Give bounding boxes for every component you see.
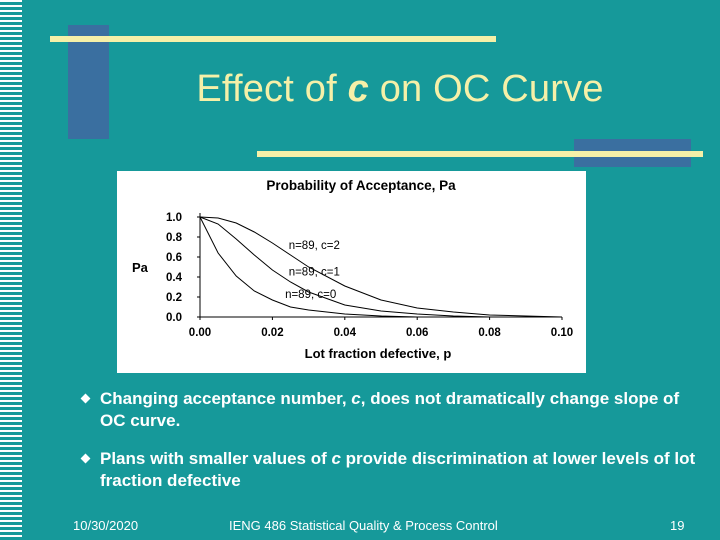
bullet-list: Changing acceptance number, c, does not …: [78, 388, 708, 508]
footer-page-number: 19: [670, 518, 685, 533]
x-axis-label: Lot fraction defective, p: [305, 346, 452, 361]
bullet-1-text-end: , does not dramatically change slope of …: [100, 389, 680, 430]
series-label-1: n=89, c=2: [289, 240, 340, 252]
chart-svg: Probability of Acceptance, Pa Pa Lot fra…: [132, 178, 573, 361]
plot-area: 0.0 0.2 0.4 0.6 0.8 1.0 0.00 0.02 0.04 0.06 0.08 0.…: [166, 212, 573, 339]
y-tick-label: 0.8: [166, 232, 183, 244]
bullet-item-1: Changing acceptance number, c, does not …: [78, 388, 708, 432]
footer-date: 10/30/2020: [73, 518, 139, 533]
bullet-1-italic-c: c: [351, 389, 361, 408]
title-suffix: on OC Curve: [368, 68, 604, 110]
series-line-3: [199, 216, 562, 318]
title-italic-c: c: [347, 68, 369, 110]
y-tick-label: 0.4: [166, 272, 183, 284]
series-label-2: n=89, c=1: [289, 267, 340, 279]
y-axis-label: Pa: [132, 260, 149, 275]
footer-course: IENG 486 Statistical Quality & Process C…: [229, 518, 498, 533]
series-label-3: n=89, c=0: [285, 289, 336, 301]
y-tick-label: 1.0: [166, 212, 182, 224]
bullet-item-2: Plans with smaller values of c provide d…: [78, 448, 708, 492]
top-accent-bar: [50, 36, 496, 42]
series-line-1: [199, 216, 563, 318]
left-stripe-decoration: [0, 0, 22, 540]
mid-accent-bar: [257, 151, 703, 157]
slide-title: Effect of c on OC Curve: [120, 68, 680, 111]
x-tick-label: 0.08: [478, 327, 501, 339]
y-tick-label: 0.6: [166, 252, 182, 264]
top-accent-block: [68, 25, 109, 139]
diamond-bullet-icon: [80, 453, 91, 464]
bullet-2-text-end: provide discrimination at lower levels o…: [100, 449, 696, 490]
bullet-1-text-start: Changing acceptance number,: [100, 389, 352, 408]
x-tick-label: 0.00: [189, 327, 211, 339]
bullet-2-italic-c: c: [331, 449, 341, 468]
x-tick-label: 0.10: [551, 327, 573, 339]
y-tick-label: 0.0: [166, 312, 182, 324]
x-tick-label: 0.06: [406, 327, 428, 339]
bullet-2-text-start: Plans with smaller values of: [100, 449, 332, 468]
x-tick-label: 0.04: [334, 327, 357, 339]
chart-title: Probability of Acceptance, Pa: [266, 178, 456, 193]
oc-curve-chart: Probability of Acceptance, Pa Pa Lot fra…: [117, 171, 586, 373]
diamond-bullet-icon: [80, 393, 91, 404]
title-prefix: Effect of: [196, 68, 348, 110]
x-tick-label: 0.02: [261, 327, 283, 339]
y-tick-label: 0.2: [166, 292, 182, 304]
